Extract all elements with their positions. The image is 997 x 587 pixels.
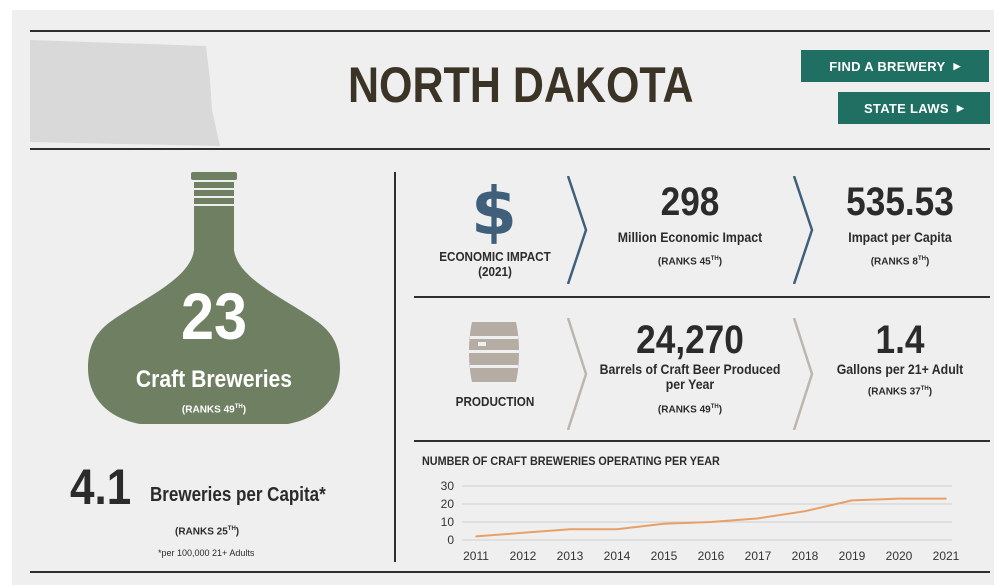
data-point (663, 523, 665, 525)
x-tick-label: 2012 (510, 549, 537, 563)
craft-breweries-rank: (RANKS 49TH) (181, 404, 247, 416)
chevron-right-icon (792, 176, 814, 284)
x-tick-label: 2018 (792, 549, 819, 563)
chevron-right-icon (566, 176, 588, 284)
state-outline-icon (30, 40, 220, 146)
economic-impact-text: Million Economic Impact (617, 229, 763, 245)
impact-per-capita-text: Impact per Capita (848, 229, 952, 245)
breweries-per-year-chart: 0 10 20 30 2011 2012 2013 2014 2015 2016 2017 2018 2… (441, 479, 960, 563)
data-point (757, 517, 759, 520)
data-point (710, 521, 712, 523)
row-divider-1 (414, 296, 990, 298)
breweries-per-capita-rank: (RANKS 25TH) (175, 526, 240, 538)
data-point (851, 499, 853, 502)
dollar-sign-icon: $ (471, 174, 517, 244)
caret-right-icon: ▶ (953, 60, 961, 71)
impact-per-capita-value: 535.53 (846, 180, 954, 224)
impact-per-capita-rank: (RANKS 8TH) (870, 256, 930, 268)
y-tick-label: 0 (447, 533, 454, 547)
svg-text:$: $ (471, 174, 517, 244)
x-tick-label: 2013 (557, 549, 584, 563)
craft-breweries-count: 23 (180, 279, 248, 353)
x-tick-label: 2015 (651, 549, 678, 563)
page-title: NORTH DAKOTA (348, 57, 694, 113)
footer-rule (30, 571, 990, 573)
barrels-produced-text: Barrels of Craft Beer Produced per Year (599, 361, 781, 392)
data-point (475, 535, 477, 538)
brew-kettle-icon (88, 172, 340, 424)
gallons-per-adult-value: 1.4 (875, 318, 925, 362)
data-point (522, 532, 524, 534)
column-divider (394, 172, 396, 562)
chevron-right-icon (792, 318, 814, 430)
chart-title: NUMBER OF CRAFT BREWERIES OPERATING PER … (422, 454, 720, 468)
breweries-per-capita-label: Breweries per Capita* (150, 484, 326, 506)
data-point (569, 528, 571, 530)
y-tick-label: 20 (441, 497, 455, 511)
gallons-per-adult-rank: (RANKS 37TH) (867, 386, 933, 398)
header-bottom-rule (30, 148, 990, 150)
data-point (804, 510, 806, 512)
state-laws-button[interactable]: STATE LAWS ▶ (838, 92, 990, 124)
craft-breweries-label: Craft Breweries (135, 366, 293, 393)
x-tick-label: 2020 (886, 549, 913, 563)
x-tick-label: 2014 (604, 549, 631, 563)
gallons-per-adult-text: Gallons per 21+ Adult (836, 361, 964, 377)
caret-right-icon: ▶ (956, 102, 965, 113)
chevron-right-icon (566, 318, 588, 430)
header-top-rule (30, 30, 990, 32)
data-point (898, 497, 900, 500)
economic-impact-label: ECONOMIC IMPACT (2021) (439, 249, 551, 279)
per-capita-footnote: *per 100,000 21+ Adults (158, 548, 255, 558)
production-label: PRODUCTION (455, 394, 535, 409)
y-tick-label: 30 (441, 479, 455, 493)
x-tick-label: 2019 (839, 549, 866, 563)
x-tick-label: 2011 (463, 549, 489, 563)
economic-impact-value: 298 (660, 180, 720, 224)
economic-impact-rank: (RANKS 45TH) (657, 256, 723, 268)
row-divider-2 (414, 440, 990, 442)
x-tick-label: 2016 (698, 549, 725, 563)
breweries-per-capita-value: 4.1 (70, 459, 132, 515)
x-tick-label: 2017 (745, 549, 772, 563)
barrels-produced-rank: (RANKS 49TH) (657, 404, 723, 416)
y-tick-label: 10 (441, 515, 455, 529)
find-brewery-button[interactable]: FIND A BREWERY ▶ (801, 50, 989, 82)
barrels-produced-value: 24,270 (636, 318, 744, 362)
data-point (945, 497, 947, 500)
x-tick-label: 2021 (933, 549, 960, 563)
find-brewery-label: FIND A BREWERY (829, 58, 946, 74)
keg-icon (469, 322, 519, 382)
state-laws-label: STATE LAWS (863, 100, 949, 116)
data-point (616, 528, 618, 530)
